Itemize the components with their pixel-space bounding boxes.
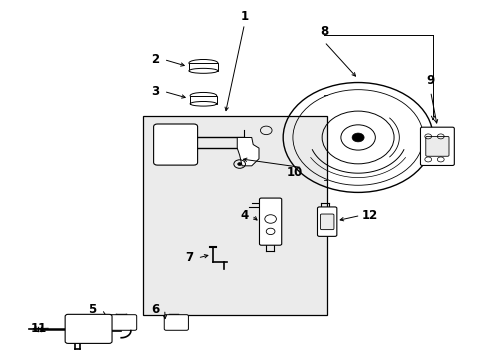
FancyBboxPatch shape (164, 315, 188, 330)
FancyBboxPatch shape (259, 198, 281, 245)
Text: 10: 10 (286, 166, 303, 179)
Text: 9: 9 (426, 74, 434, 87)
Circle shape (351, 133, 364, 142)
Ellipse shape (188, 59, 218, 67)
Text: 7: 7 (184, 252, 193, 265)
FancyBboxPatch shape (109, 315, 137, 330)
Text: 2: 2 (151, 53, 159, 66)
Bar (142, 116, 326, 315)
Text: 4: 4 (240, 209, 248, 222)
FancyBboxPatch shape (320, 214, 333, 230)
Circle shape (237, 163, 241, 166)
Ellipse shape (188, 68, 218, 73)
Text: 8: 8 (320, 24, 328, 38)
Bar (188, 63, 218, 71)
FancyBboxPatch shape (420, 127, 453, 166)
FancyBboxPatch shape (65, 314, 112, 343)
Ellipse shape (190, 93, 216, 99)
Bar (190, 96, 217, 104)
Text: 3: 3 (151, 85, 159, 98)
FancyBboxPatch shape (153, 124, 197, 165)
Text: 6: 6 (151, 303, 159, 316)
Text: 5: 5 (88, 303, 96, 316)
FancyBboxPatch shape (425, 136, 448, 156)
Text: 11: 11 (31, 321, 47, 335)
Text: 12: 12 (361, 209, 378, 222)
FancyBboxPatch shape (317, 207, 336, 237)
Ellipse shape (190, 102, 216, 106)
Polygon shape (237, 138, 259, 166)
Text: 1: 1 (240, 10, 248, 23)
